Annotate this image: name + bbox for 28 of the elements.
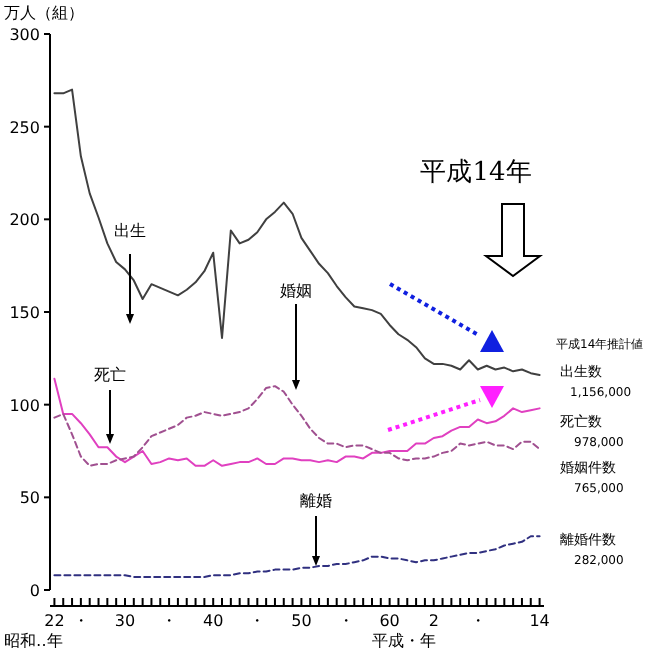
x-tick-label: ・ bbox=[249, 612, 266, 630]
x-tick-label: 22 bbox=[44, 612, 65, 630]
y-tick-label: 250 bbox=[9, 118, 40, 137]
text: 婚姻 bbox=[280, 282, 312, 300]
x-tick-label: 2 bbox=[428, 612, 439, 630]
y-tick-label: 50 bbox=[19, 489, 40, 508]
x-tick-label: ・ bbox=[469, 612, 486, 630]
x-tick-label: ・ bbox=[337, 612, 354, 630]
y-tick-label: 300 bbox=[9, 26, 40, 44]
x-tick-label: 60 bbox=[379, 612, 400, 630]
text: 離婚 bbox=[300, 492, 332, 510]
x-tick-label: 50 bbox=[291, 612, 312, 630]
annotation: 平成14年 bbox=[420, 158, 532, 188]
x-tick-label: ・ bbox=[161, 612, 178, 630]
y-tick-label: 100 bbox=[9, 396, 40, 415]
x-tick-label: 30 bbox=[114, 612, 136, 630]
y-tick-label: 200 bbox=[9, 211, 40, 230]
y-tick-label: 0 bbox=[29, 582, 40, 600]
x-tick-label: ・ bbox=[72, 612, 89, 630]
y-axis-title: 万人（組） bbox=[4, 4, 84, 22]
x-tick-label: 14 bbox=[529, 612, 550, 630]
y-tick-label: 150 bbox=[9, 304, 40, 322]
text: 死亡 bbox=[94, 366, 126, 384]
text: 平成・年 bbox=[372, 632, 436, 650]
line-series bbox=[53, 535, 541, 579]
x-tick-label: 40 bbox=[203, 612, 224, 630]
series-label: 出生 bbox=[114, 222, 146, 240]
x-axis-title: 昭和‥年 bbox=[4, 632, 63, 650]
